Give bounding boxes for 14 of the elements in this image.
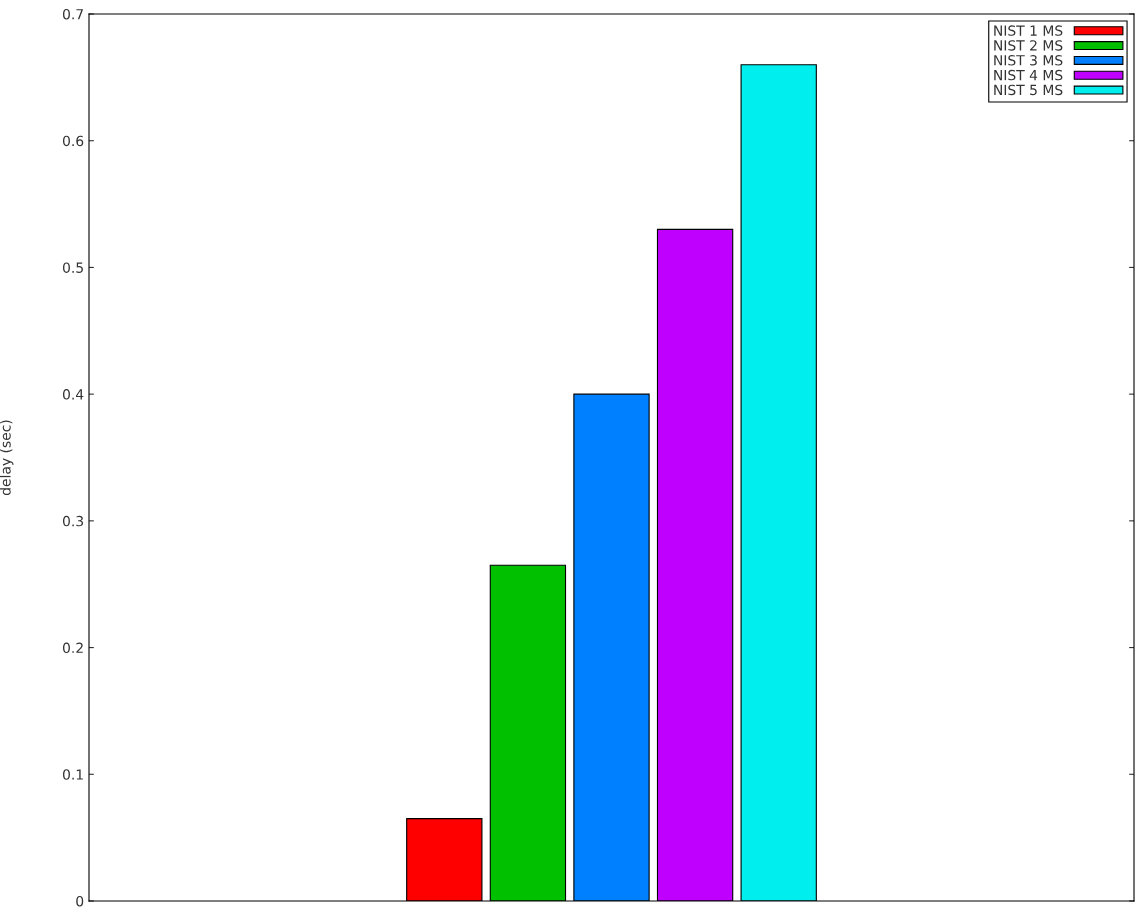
- y-tick-label: 0.3: [62, 515, 84, 527]
- legend-label: NIST 3 MS: [994, 55, 1063, 66]
- y-tick-label: 0.4: [62, 389, 84, 400]
- y-tick-label: 0.1: [62, 769, 83, 780]
- y-tick-label: 0.2: [62, 642, 83, 654]
- y-tick-label: 0.6: [62, 135, 84, 147]
- y-tick-label: 0.5: [62, 262, 83, 273]
- legend-label: NIST 4 MS: [994, 69, 1063, 81]
- y-tick-label: 0.7: [62, 8, 83, 20]
- legend-label: NIST 1 MS: [994, 25, 1063, 36]
- legend-label: NIST 2 MS: [994, 40, 1063, 51]
- legend-label: NIST 5 MS: [994, 84, 1063, 96]
- y-tick-label: 0: [76, 895, 84, 907]
- y-axis-title: delay (sec): [0, 420, 14, 496]
